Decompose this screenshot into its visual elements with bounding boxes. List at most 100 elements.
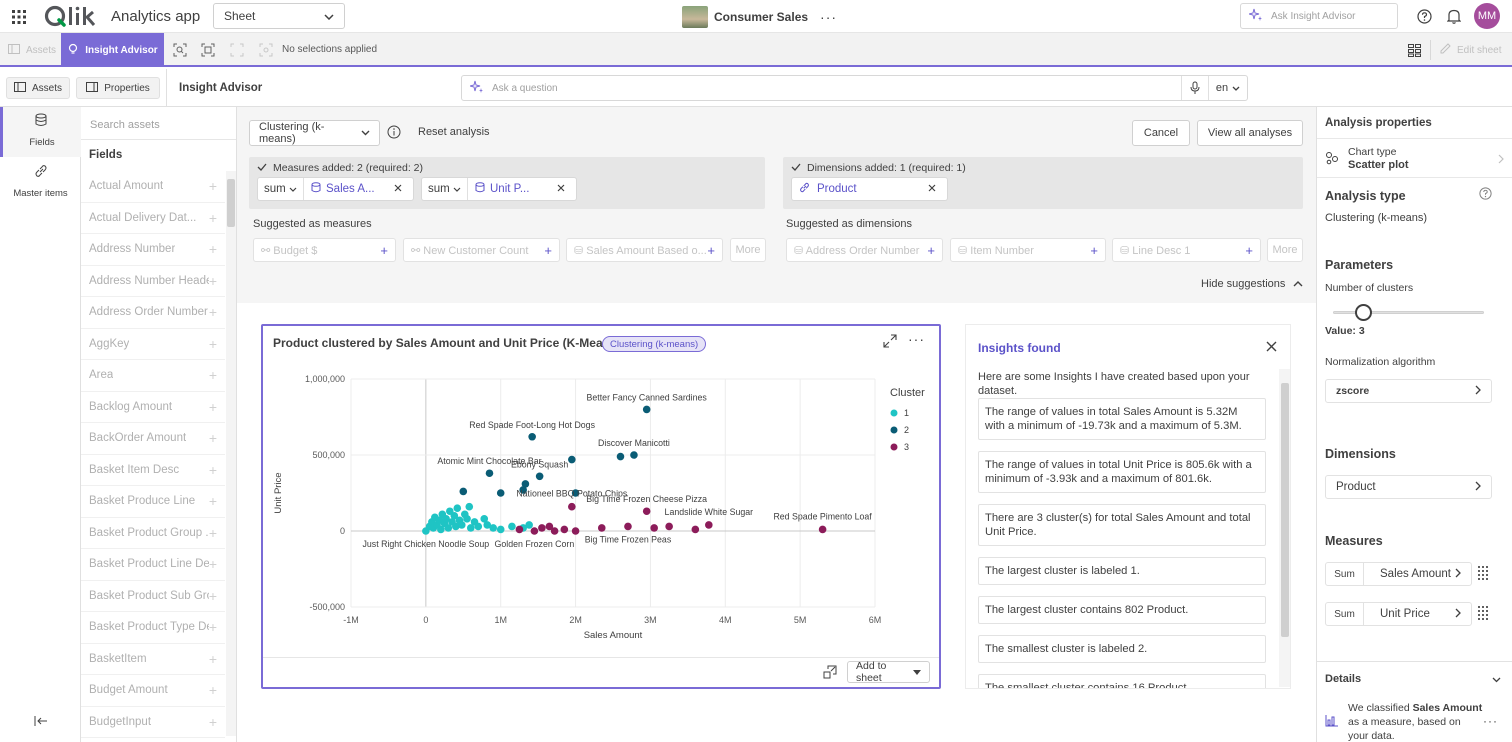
snapshot-icon[interactable] — [823, 665, 837, 682]
field-list-item[interactable]: Actual Delivery Dat... + — [81, 203, 225, 234]
fields-scroll-thumb[interactable] — [227, 179, 235, 227]
data-point[interactable] — [452, 522, 460, 531]
add-field-icon[interactable]: + — [208, 556, 217, 573]
data-point[interactable] — [483, 521, 492, 529]
analysis-type-dropdown[interactable]: Clustering (k-means) — [249, 120, 380, 146]
add-field-icon[interactable]: + — [208, 304, 217, 321]
clusters-slider-thumb[interactable] — [1354, 304, 1372, 321]
data-point[interactable] — [571, 527, 580, 535]
add-field-icon[interactable]: + — [208, 398, 217, 415]
assets-tab[interactable]: Assets — [6, 77, 70, 99]
chart-menu-icon[interactable]: ··· — [908, 331, 925, 347]
add-field-icon[interactable]: + — [208, 713, 217, 730]
field-list-item[interactable]: Basket Item Desc + — [81, 455, 225, 486]
app-title-area[interactable]: Consumer Sales ··· — [682, 5, 837, 29]
drag-handle-icon[interactable] — [1478, 566, 1488, 583]
field-list-item[interactable]: Backlog Amount + — [81, 392, 225, 423]
data-point[interactable] — [650, 524, 658, 532]
add-field-icon[interactable]: + — [208, 493, 217, 510]
data-point[interactable] — [508, 522, 516, 531]
fields-scrollbar[interactable] — [226, 171, 236, 736]
add-field-icon[interactable]: + — [208, 178, 217, 195]
measure-property-item[interactable]: Sum Sales Amount — [1325, 562, 1472, 586]
field-list-item[interactable]: Address Order Number + — [81, 297, 225, 329]
add-field-icon[interactable]: + — [208, 619, 217, 636]
add-field-icon[interactable]: + — [208, 367, 217, 384]
data-point[interactable] — [818, 525, 827, 534]
ask-insight-advisor-input[interactable]: Ask Insight Advisor — [1240, 3, 1398, 29]
field-list-item[interactable]: Actual Amount + — [81, 171, 225, 203]
field-list-item[interactable]: Basket Product Line De... + — [81, 549, 225, 581]
dimension-chip-product[interactable]: Product — [791, 177, 948, 201]
normalization-dropdown[interactable]: zscore — [1325, 379, 1492, 403]
data-point[interactable] — [496, 489, 505, 497]
selection-tool-icon[interactable] — [200, 42, 216, 58]
toolbar-assets-button[interactable]: Assets — [8, 33, 56, 67]
measure-chip-unit-price[interactable]: sum Unit P... — [421, 177, 577, 201]
data-point[interactable] — [616, 452, 625, 461]
field-list-item[interactable]: Basket Produce Line + — [81, 486, 225, 518]
field-list-item[interactable]: BackOrder Amount + — [81, 423, 225, 455]
expand-icon[interactable] — [883, 334, 897, 351]
measure-property-item[interactable]: Sum Unit Price — [1325, 602, 1472, 626]
step-back-icon[interactable] — [229, 42, 245, 58]
data-point[interactable] — [474, 522, 483, 531]
data-point[interactable] — [538, 524, 546, 532]
data-point[interactable] — [630, 451, 638, 459]
field-list-item[interactable]: Address Number + — [81, 234, 225, 266]
data-point[interactable] — [465, 502, 474, 511]
field-list-item[interactable]: BudgetInput + — [81, 707, 225, 738]
suggested-dimension-item[interactable]: ⛁ Item Number + — [950, 238, 1106, 262]
suggested-measure-item[interactable]: ⛁ Sales Amount Based o... + — [566, 238, 723, 262]
drag-handle-icon[interactable] — [1478, 606, 1488, 623]
chart-card[interactable]: Product clustered by Sales Amount and Un… — [261, 324, 941, 689]
data-point[interactable] — [705, 521, 713, 529]
data-point[interactable] — [521, 480, 530, 488]
details-header[interactable]: Details — [1325, 672, 1501, 686]
collapse-panel-icon[interactable] — [34, 715, 48, 730]
add-to-sheet-button[interactable]: Add to sheet — [847, 660, 930, 684]
data-point[interactable] — [437, 525, 445, 534]
field-list-item[interactable]: Basket Product Group ... + — [81, 518, 225, 549]
analysis-help-icon[interactable] — [1479, 187, 1492, 203]
microphone-icon[interactable] — [1182, 81, 1208, 95]
field-list-item[interactable]: Basket Product Sub Gro...+ — [81, 581, 225, 612]
data-point[interactable] — [450, 512, 459, 520]
data-point[interactable] — [485, 469, 494, 478]
clusters-slider-track[interactable] — [1333, 311, 1484, 314]
data-point[interactable] — [550, 527, 559, 535]
data-point[interactable] — [442, 515, 450, 523]
smart-search-icon[interactable] — [172, 42, 188, 58]
clear-selections-icon[interactable] — [258, 42, 274, 58]
data-point[interactable] — [568, 502, 576, 511]
add-field-icon[interactable]: + — [208, 430, 217, 447]
view-all-analyses-button[interactable]: View all analyses — [1197, 120, 1303, 146]
measure-chip-sales[interactable]: sum Sales A... — [257, 177, 414, 201]
data-point[interactable] — [519, 486, 527, 494]
measure-agg-dropdown[interactable]: sum — [422, 178, 468, 200]
grid-layout-icon[interactable] — [1406, 42, 1422, 58]
data-point[interactable] — [525, 521, 533, 529]
suggested-measure-item[interactable]: ⚯ New Customer Count + — [403, 238, 560, 262]
data-point[interactable] — [545, 522, 554, 531]
close-insights-icon[interactable] — [1266, 341, 1277, 355]
data-point[interactable] — [528, 432, 536, 441]
data-point[interactable] — [489, 524, 498, 532]
remove-measure-icon[interactable] — [394, 183, 402, 195]
sheet-dropdown[interactable]: Sheet — [213, 3, 345, 29]
field-list-item[interactable]: Area + — [81, 360, 225, 392]
suggested-dimension-item[interactable]: ⛁ Line Desc 1 + — [1112, 238, 1261, 262]
data-point[interactable] — [624, 522, 632, 531]
insights-scroll-thumb[interactable] — [1281, 383, 1289, 637]
info-icon[interactable] — [387, 125, 401, 142]
data-point[interactable] — [459, 487, 468, 496]
data-point[interactable] — [466, 524, 475, 532]
remove-measure-icon[interactable] — [557, 183, 565, 195]
insight-advisor-button[interactable]: Insight Advisor — [61, 33, 164, 67]
add-field-icon[interactable]: + — [208, 209, 217, 226]
qlik-logo[interactable] — [44, 4, 100, 28]
data-point[interactable] — [515, 525, 524, 534]
add-field-icon[interactable]: + — [208, 524, 217, 541]
search-assets-input[interactable]: Search assets — [81, 107, 236, 140]
data-point[interactable] — [571, 489, 580, 497]
